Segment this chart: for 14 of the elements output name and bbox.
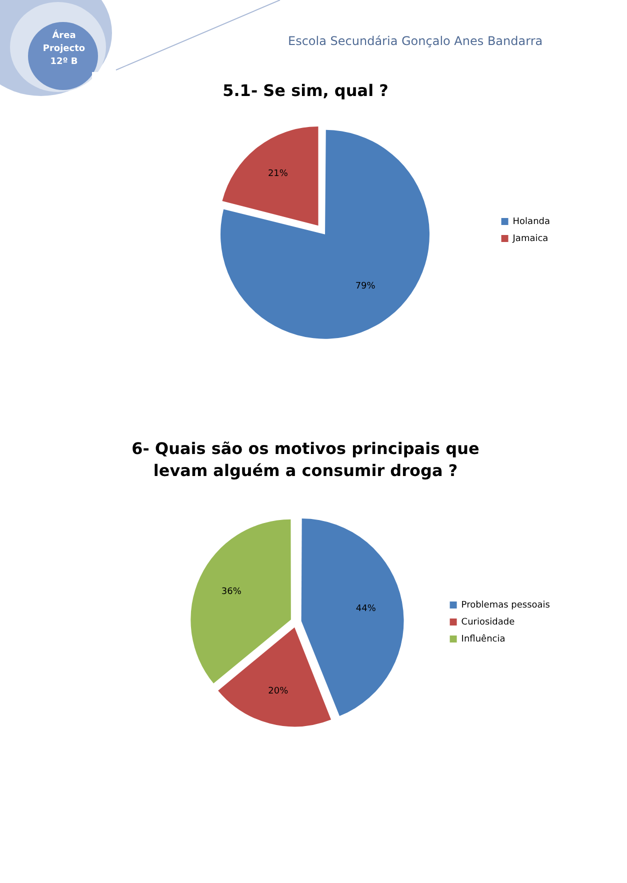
legend-label: Holanda — [512, 216, 550, 227]
legend-label: Problemas pessoais — [461, 600, 550, 610]
data-label: 20% — [268, 686, 289, 696]
chart-title: 6- Quais são os motivos principais que levam alguém a consumir droga ? — [130, 438, 480, 482]
data-label: 79% — [355, 282, 376, 292]
legend-label: Influência — [461, 633, 506, 644]
legend-label: Jamaica — [512, 234, 548, 244]
chart-title: 5.1- Se sim, qual ? — [222, 80, 390, 102]
data-label: 44% — [356, 604, 376, 614]
text: Área Projecto 12º B — [42, 30, 86, 69]
text: Escola Secundária Gonçalo Anes Bandarra — [288, 34, 543, 48]
data-label: 21% — [268, 169, 288, 180]
legend-label: Curiosidade — [461, 617, 516, 628]
data-label: 36% — [221, 586, 242, 597]
